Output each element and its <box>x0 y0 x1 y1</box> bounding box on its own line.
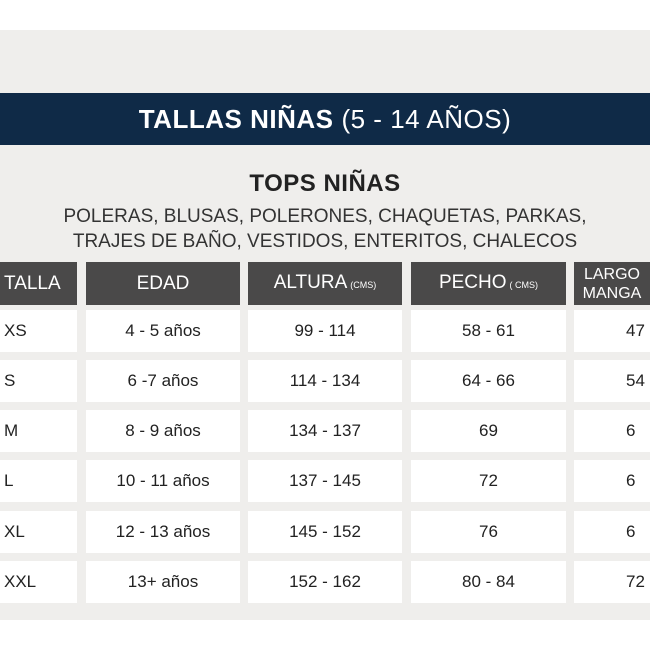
header-label: EDAD <box>136 272 190 294</box>
section-title: TOPS NIÑAS <box>249 170 401 197</box>
cell-talla: XXL <box>0 561 77 603</box>
banner-title: TALLAS NIÑAS <box>138 103 334 134</box>
banner-age-range: (5 - 14 AÑOS) <box>341 103 512 134</box>
cell-talla: L <box>0 460 77 502</box>
cell-pecho: 76 <box>411 511 566 553</box>
cell-largo-manga: 6 <box>574 511 650 553</box>
header-label: LARGO <box>583 265 640 283</box>
header-label-2: MANGA <box>582 284 642 302</box>
header-unit: ( CMS) <box>509 279 539 290</box>
cell-altura: 114 - 134 <box>248 360 402 402</box>
cell-largo-manga: 54 <box>574 360 650 402</box>
header-altura: ALTURA (CMS) <box>248 262 402 305</box>
header-unit: (CMS) <box>350 279 377 290</box>
header-label: TALLA <box>4 272 61 294</box>
header-talla: TALLA <box>0 262 77 305</box>
section-subtitle-1: POLERAS, BLUSAS, POLERONES, CHAQUETAS, P… <box>63 206 587 227</box>
header-label: PECHO <box>438 271 507 293</box>
cell-pecho: 64 - 66 <box>411 360 566 402</box>
cell-pecho: 72 <box>411 460 566 502</box>
cell-largo-manga: 72 <box>574 561 650 603</box>
cell-edad: 4 - 5 años <box>86 310 240 352</box>
cell-altura: 134 - 137 <box>248 410 402 452</box>
cell-largo-manga: 6 <box>574 460 650 502</box>
header-pecho: PECHO( CMS) <box>411 262 566 305</box>
header-label: ALTURA <box>273 271 348 293</box>
cell-edad: 10 - 11 años <box>86 460 240 502</box>
cell-talla: M <box>0 410 77 452</box>
cell-edad: 13+ años <box>86 561 240 603</box>
cell-edad: 12 - 13 años <box>86 511 240 553</box>
header-edad: EDAD <box>86 262 240 305</box>
cell-altura: 152 - 162 <box>248 561 402 603</box>
cell-pecho: 69 <box>411 410 566 452</box>
cell-talla: S <box>0 360 77 402</box>
cell-largo-manga: 6 <box>574 410 650 452</box>
cell-altura: 145 - 152 <box>248 511 402 553</box>
cell-talla: XL <box>0 511 77 553</box>
section-subtitle-2: TRAJES DE BAÑO, VESTIDOS, ENTERITOS, CHA… <box>72 231 578 252</box>
cell-pecho: 58 - 61 <box>411 310 566 352</box>
cell-edad: 8 - 9 años <box>86 410 240 452</box>
cell-largo-manga: 47 <box>574 310 650 352</box>
banner: TALLAS NIÑAS (5 - 14 AÑOS) <box>0 93 650 145</box>
cell-altura: 137 - 145 <box>248 460 402 502</box>
cell-talla: XS <box>0 310 77 352</box>
cell-altura: 99 - 114 <box>248 310 402 352</box>
cell-edad: 6 -7 años <box>86 360 240 402</box>
cell-pecho: 80 - 84 <box>411 561 566 603</box>
header-largo-manga: LARGO MANGA <box>574 262 650 305</box>
